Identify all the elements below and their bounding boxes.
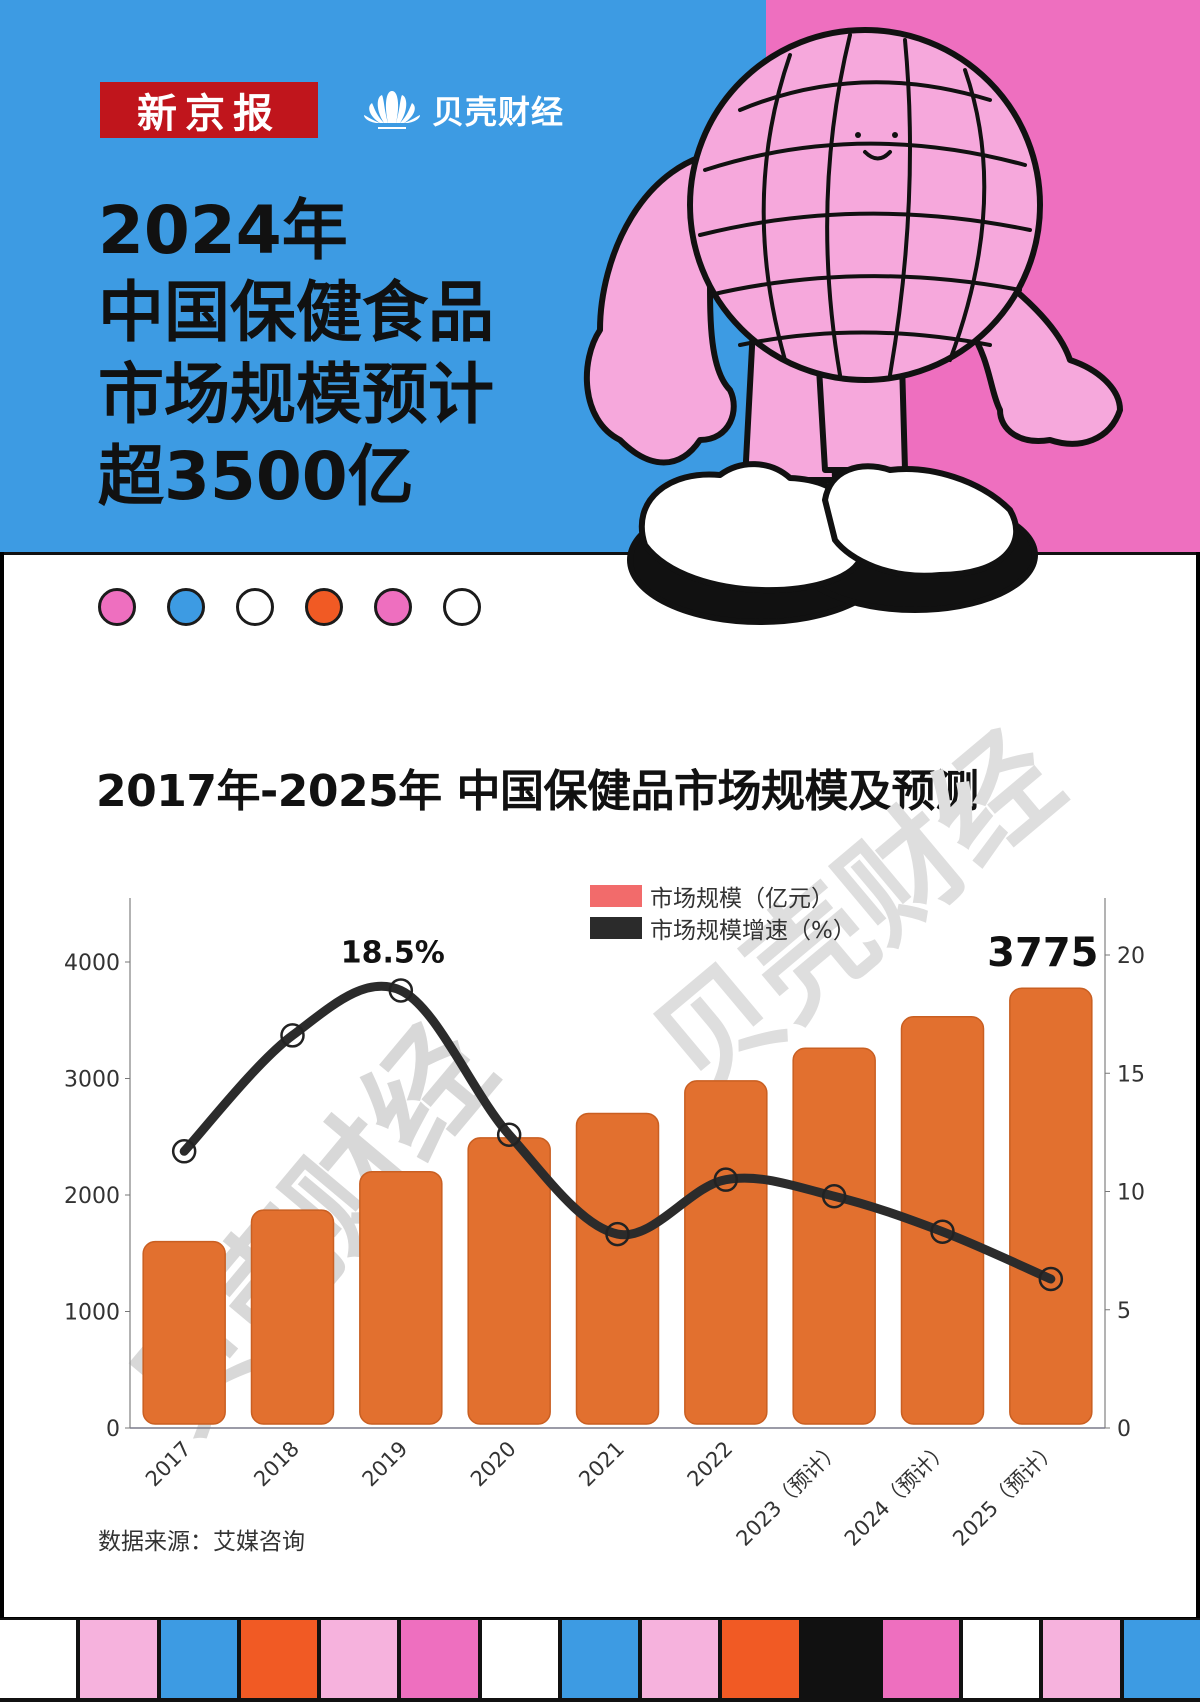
decorative-dots [98, 588, 481, 626]
headline-line-3: 市场规模预计 [98, 356, 494, 433]
dot-2 [167, 588, 205, 626]
bar-2019 [359, 1170, 443, 1425]
dot-4 [305, 588, 343, 626]
decorative-stripe-bar [0, 1618, 1200, 1702]
legend-item-market-size: 市场规模（亿元） [590, 880, 856, 912]
chart-title: 2017年-2025年 中国保健品市场规模及预测 [96, 766, 979, 817]
right-tick-label: 0 [1117, 1417, 1131, 1442]
legend-item-growth: 市场规模增速（%） [590, 912, 856, 944]
logo-xinjingbao: 新京报 [100, 82, 318, 138]
headline-line-2: 中国保健食品 [98, 274, 494, 351]
x-tick-label: 2017 [141, 1437, 196, 1492]
bar-2020 [467, 1137, 551, 1425]
x-tick-label: 2021 [574, 1437, 629, 1492]
right-tick-label: 10 [1117, 1181, 1145, 1206]
left-tick-label: 1000 [64, 1301, 120, 1326]
chart-panel [4, 552, 1196, 1617]
data-source: 数据来源：艾媒咨询 [98, 1529, 305, 1555]
growth-marker-2023（预计） [821, 1183, 847, 1209]
last-bar-value-label: 3775 [987, 930, 1098, 976]
x-tick-label: 2022 [683, 1437, 738, 1492]
dot-3 [236, 588, 274, 626]
legend-label-market-size: 市场规模（亿元） [650, 886, 834, 912]
growth-marker-2017 [171, 1139, 197, 1164]
growth-marker-2022 [713, 1167, 739, 1192]
growth-marker-2020 [496, 1122, 522, 1147]
stripe-12 [882, 1620, 960, 1698]
shell-logo-icon [364, 91, 420, 129]
legend-swatch-line [590, 917, 642, 939]
stripe-4 [240, 1620, 318, 1698]
headline: 2024年 中国保健食品 市场规模预计 超3500亿 [98, 190, 494, 518]
stripe-10 [722, 1620, 799, 1698]
dot-1 [98, 588, 136, 626]
dot-6 [443, 588, 481, 626]
bar-2022 [684, 1080, 768, 1425]
x-tick-label: 2019 [358, 1437, 413, 1492]
bar-2023（预计） [792, 1047, 876, 1425]
stripe-2 [80, 1620, 157, 1698]
growth-marker-2018 [280, 1023, 305, 1048]
left-tick-label: 3000 [64, 1068, 120, 1093]
growth-marker-2019 [388, 978, 414, 1003]
growth-marker-2021 [605, 1221, 630, 1247]
headline-line-4: 超3500亿 [98, 438, 414, 515]
growth-marker-2025（预计） [1038, 1266, 1064, 1292]
logo-beike-text: 贝壳财经 [432, 93, 565, 131]
stripe-6 [401, 1620, 478, 1698]
stripe-1 [0, 1620, 77, 1698]
bar-2025（预计） [1009, 987, 1093, 1425]
stripe-15 [1123, 1620, 1200, 1698]
bar-2018 [250, 1209, 335, 1425]
right-tick-label: 15 [1117, 1062, 1145, 1087]
left-tick-label: 2000 [64, 1184, 120, 1209]
headline-line-1: 2024年 [98, 192, 348, 269]
legend-label-growth: 市场规模增速（%） [650, 918, 856, 944]
stripe-8 [561, 1620, 639, 1698]
stripe-11 [802, 1620, 879, 1698]
growth-line [179, 981, 1056, 1284]
right-tick-label: 5 [1117, 1299, 1131, 1324]
stripe-7 [481, 1620, 558, 1698]
growth-marker-2024（预计） [930, 1219, 955, 1244]
left-tick-label: 0 [106, 1417, 120, 1442]
legend-swatch-bar [590, 885, 642, 907]
x-tick-label: 2023（预计） [732, 1437, 846, 1551]
x-tick-label: 2025（预计） [948, 1437, 1062, 1551]
stripe-13 [963, 1620, 1040, 1698]
stripe-5 [321, 1620, 398, 1698]
right-tick-label: 20 [1117, 944, 1145, 969]
peak-growth-label: 18.5% [341, 935, 445, 970]
dot-5 [374, 588, 412, 626]
chart-legend: 市场规模（亿元） 市场规模增速（%） [590, 880, 856, 944]
left-tick-label: 4000 [64, 951, 120, 976]
bar-2017 [142, 1240, 226, 1425]
x-tick-label: 2018 [249, 1437, 304, 1492]
x-tick-label: 2024（预计） [840, 1437, 954, 1551]
globe-mascot-illustration [583, 27, 1123, 625]
bar-2021 [575, 1112, 660, 1425]
stripe-14 [1043, 1620, 1120, 1698]
x-tick-label: 2020 [466, 1437, 521, 1492]
stripe-9 [642, 1620, 719, 1698]
logo-beike: 贝壳财经 [360, 84, 564, 136]
stripe-3 [160, 1620, 237, 1698]
